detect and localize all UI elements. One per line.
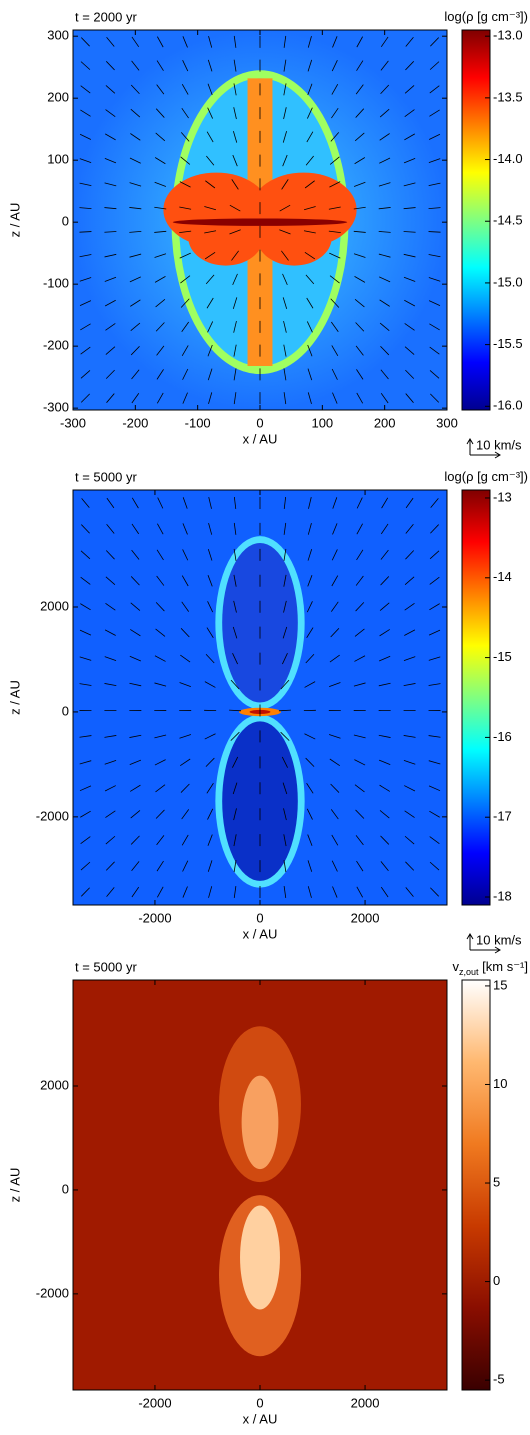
panel-title: t = 5000 yr xyxy=(75,469,137,484)
y-tick-label: 0 xyxy=(62,703,69,718)
colorbar-tick-label: -15 xyxy=(493,649,512,664)
colorbar-tick-label: -5 xyxy=(493,1372,505,1387)
colorbar xyxy=(462,980,490,1390)
x-tick-label: 2000 xyxy=(351,910,380,925)
y-tick-label: 0 xyxy=(62,1181,69,1196)
y-tick-label: 100 xyxy=(47,152,69,167)
y-tick-label: -100 xyxy=(43,276,69,291)
density-field xyxy=(73,980,447,1390)
lobe xyxy=(188,210,263,266)
x-axis-label: x / AU xyxy=(243,431,278,446)
colorbar-tick-label: -14 xyxy=(493,569,512,584)
x-tick-label: 0 xyxy=(256,415,263,430)
y-tick-label: -200 xyxy=(43,338,69,353)
y-tick-label: -2000 xyxy=(36,1285,69,1300)
colorbar-label-part: log(ρ [g cm⁻³]) xyxy=(444,9,528,24)
colorbar-tick-label: -16.0 xyxy=(493,398,523,413)
colorbar-tick-label: -13 xyxy=(493,489,512,504)
lobe xyxy=(257,210,332,266)
x-axis-label: x / AU xyxy=(243,1411,278,1426)
panel-title: t = 5000 yr xyxy=(75,959,137,974)
colorbar-label: log(ρ [g cm⁻³]) xyxy=(444,9,528,24)
colorbar-label: log(ρ [g cm⁻³]) xyxy=(444,469,528,484)
y-axis-label: z / AU xyxy=(7,203,22,238)
colorbar-tick-label: 0 xyxy=(493,1273,500,1288)
colorbar xyxy=(462,30,490,410)
cavity xyxy=(222,721,298,880)
colorbar-label: vz,out [km s⁻¹] xyxy=(453,959,528,977)
disk xyxy=(173,218,348,225)
arrow-key-label: 10 km/s xyxy=(476,932,522,947)
y-tick-label: 2000 xyxy=(40,598,69,613)
x-tick-label: -300 xyxy=(60,415,86,430)
y-tick-label: -300 xyxy=(43,400,69,415)
colorbar-tick-label: 5 xyxy=(493,1174,500,1189)
colorbar-tick-label: -14.0 xyxy=(493,151,523,166)
colorbar-tick-label: 10 xyxy=(493,1076,507,1091)
colorbar-tick-label: 15 xyxy=(493,977,507,992)
colorbar-tick-label: -13.5 xyxy=(493,89,523,104)
x-axis-label: x / AU xyxy=(243,926,278,941)
y-tick-label: -2000 xyxy=(36,808,69,823)
y-tick-label: 0 xyxy=(62,214,69,229)
y-tick-label: 300 xyxy=(47,28,69,43)
x-tick-label: 100 xyxy=(311,415,333,430)
x-tick-label: -200 xyxy=(122,415,148,430)
density-field xyxy=(73,30,447,410)
x-tick-label: -2000 xyxy=(138,910,171,925)
colorbar-tick-label: -13.0 xyxy=(493,28,523,43)
x-tick-label: 200 xyxy=(374,415,396,430)
outflow-core xyxy=(242,1076,279,1170)
x-tick-label: 0 xyxy=(256,910,263,925)
y-tick-label: 200 xyxy=(47,90,69,105)
y-axis-label: z / AU xyxy=(7,1168,22,1203)
arrow-key-label: 10 km/s xyxy=(476,437,522,452)
colorbar-tick-label: -17 xyxy=(493,809,512,824)
colorbar-label-part: [km s⁻¹] xyxy=(479,959,528,974)
panel-title: t = 2000 yr xyxy=(75,9,137,24)
colorbar-label-part: log(ρ [g cm⁻³]) xyxy=(444,469,528,484)
density-field xyxy=(73,490,447,905)
colorbar-tick-label: -14.5 xyxy=(493,213,523,228)
x-tick-label: 0 xyxy=(256,1395,263,1410)
colorbar xyxy=(462,490,490,905)
y-tick-label: 2000 xyxy=(40,1077,69,1092)
colorbar-label-part: z,out xyxy=(459,967,479,977)
colorbar-tick-label: -18 xyxy=(493,888,512,903)
x-tick-label: 2000 xyxy=(351,1395,380,1410)
y-axis-label: z / AU xyxy=(7,680,22,715)
colorbar-tick-label: -15.5 xyxy=(493,336,523,351)
x-tick-label: -100 xyxy=(185,415,211,430)
outflow-core xyxy=(240,1206,280,1310)
x-tick-label: 300 xyxy=(436,415,458,430)
x-tick-label: -2000 xyxy=(138,1395,171,1410)
colorbar-tick-label: -16 xyxy=(493,729,512,744)
colorbar-tick-label: -15.0 xyxy=(493,274,523,289)
